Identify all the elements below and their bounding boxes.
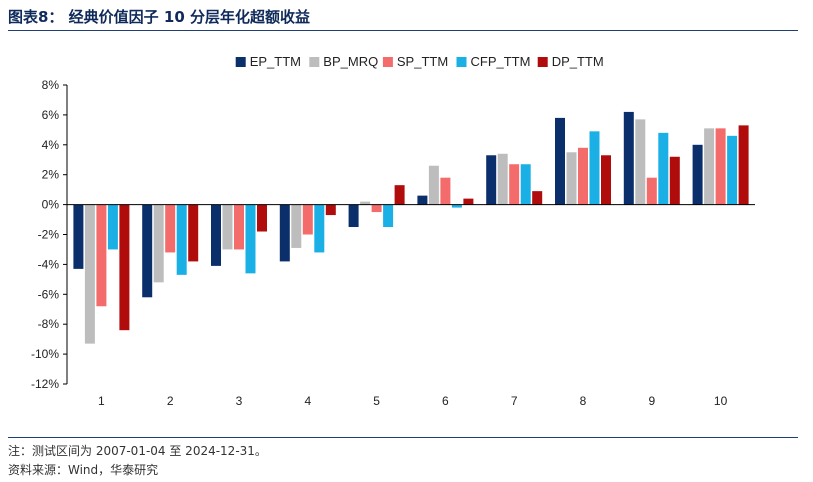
bar-cfp-ttm-6 <box>451 204 462 208</box>
bar-sp-ttm-9 <box>646 177 657 205</box>
legend-item-ep-ttm: EP_TTM <box>235 54 301 69</box>
bar-ep-ttm-2 <box>142 204 153 298</box>
bar-bp-mrq-9 <box>635 119 646 205</box>
bar-cfp-ttm-2 <box>176 204 187 275</box>
bar-dp-ttm-2 <box>188 204 199 262</box>
bar-sp-ttm-1 <box>96 204 107 307</box>
legend-item-dp-ttm: DP_TTM <box>537 54 604 69</box>
bar-cfp-ttm-4 <box>314 204 325 253</box>
y-tick-label: -10% <box>31 347 59 361</box>
bar-sp-ttm-5 <box>371 204 382 213</box>
bar-sp-ttm-8 <box>578 147 588 205</box>
x-tick-label: 1 <box>98 394 105 408</box>
bar-dp-ttm-7 <box>532 191 543 205</box>
bar-dp-ttm-10 <box>738 125 749 205</box>
bar-dp-ttm-9 <box>669 156 680 205</box>
y-tick-label: 4% <box>42 138 60 152</box>
bar-ep-ttm-8 <box>555 117 565 205</box>
bar-sp-ttm-4 <box>302 204 313 235</box>
source-note: 资料来源：Wind，华泰研究 <box>8 463 159 477</box>
bar-cfp-ttm-3 <box>245 204 256 274</box>
x-tick-label: 6 <box>442 394 449 408</box>
y-tick-label: 2% <box>42 168 60 182</box>
bar-dp-ttm-4 <box>325 204 336 216</box>
bar-sp-ttm-10 <box>715 128 726 205</box>
legend-swatch <box>382 57 393 67</box>
legend-label: CFP_TTM <box>471 54 531 69</box>
bar-ep-ttm-5 <box>348 204 359 228</box>
y-tick-label: -2% <box>38 228 60 242</box>
bar-ep-ttm-9 <box>623 111 634 205</box>
bar-cfp-ttm-7 <box>520 164 531 205</box>
x-tick-label: 5 <box>373 394 380 408</box>
x-tick-label: 2 <box>167 394 174 408</box>
top-divider <box>8 30 798 31</box>
chart-title: 图表8： 经典价值因子 10 分层年化超额收益 <box>8 8 310 26</box>
y-tick-label: -4% <box>38 257 60 271</box>
y-tick-label: 8% <box>42 78 60 92</box>
bar-cfp-ttm-1 <box>107 204 118 250</box>
legend-swatch <box>537 57 548 67</box>
legend-swatch <box>456 57 467 67</box>
y-tick-label: -12% <box>31 377 59 391</box>
bar-sp-ttm-7 <box>509 164 520 205</box>
x-tick-label: 8 <box>580 394 587 408</box>
bar-bp-mrq-10 <box>704 128 715 205</box>
x-tick-label: 9 <box>648 394 655 408</box>
bar-bp-mrq-7 <box>497 153 508 205</box>
bar-bp-mrq-5 <box>360 201 371 205</box>
bar-ep-ttm-7 <box>486 155 497 205</box>
chart-bars <box>73 111 749 344</box>
legend-swatch <box>235 57 246 67</box>
y-tick-label: 0% <box>42 198 60 212</box>
legend-item-sp-ttm: SP_TTM <box>382 54 448 69</box>
legend-label: SP_TTM <box>397 54 448 69</box>
bar-bp-mrq-6 <box>428 165 439 205</box>
bar-dp-ttm-3 <box>257 204 267 232</box>
bar-ep-ttm-6 <box>417 195 428 205</box>
bottom-divider <box>8 437 798 438</box>
x-tick-label: 7 <box>511 394 518 408</box>
y-tick-label: 6% <box>42 108 60 122</box>
bar-sp-ttm-6 <box>440 177 451 205</box>
x-tick-label: 4 <box>304 394 311 408</box>
x-tick-label: 3 <box>236 394 243 408</box>
bar-sp-ttm-2 <box>165 204 176 253</box>
x-tick-label: 10 <box>714 394 728 408</box>
bar-cfp-ttm-5 <box>383 204 394 228</box>
bar-bp-mrq-4 <box>291 204 302 248</box>
bar-chart: EP_TTM BP_MRQ SP_TTM CFP_TTM DP_TTM 8% 6% 4% 2%… <box>31 54 755 408</box>
bar-ep-ttm-3 <box>211 204 221 266</box>
bar-cfp-ttm-9 <box>658 132 669 205</box>
legend-item-bp-mrq: BP_MRQ <box>309 54 378 69</box>
bar-ep-ttm-10 <box>692 144 703 205</box>
chart-legend: EP_TTM BP_MRQ SP_TTM CFP_TTM DP_TTM <box>235 54 604 69</box>
bar-sp-ttm-3 <box>234 204 244 250</box>
bar-bp-mrq-2 <box>153 204 164 283</box>
legend-label: BP_MRQ <box>323 54 378 69</box>
bar-bp-mrq-3 <box>222 204 233 250</box>
bar-dp-ttm-5 <box>394 185 405 205</box>
bar-ep-ttm-4 <box>279 204 290 262</box>
legend-swatch <box>309 57 320 67</box>
chart-axes: 8% 6% 4% 2% 0% -2% -4% -6% -8% -10% -12% 1 2 3 4 5 6 7 8 9 1… <box>31 78 755 408</box>
bar-bp-mrq-1 <box>84 204 95 344</box>
y-tick-label: -8% <box>38 317 60 331</box>
bar-dp-ttm-6 <box>463 198 474 205</box>
bar-cfp-ttm-10 <box>727 135 738 205</box>
bar-ep-ttm-1 <box>73 204 84 269</box>
legend-item-cfp-ttm: CFP_TTM <box>456 54 531 69</box>
bar-bp-mrq-8 <box>566 152 577 205</box>
footnote: 注：测试区间为 2007-01-04 至 2024-12-31。 <box>8 444 267 458</box>
bar-cfp-ttm-8 <box>589 131 600 205</box>
legend-label: DP_TTM <box>552 54 604 69</box>
bar-dp-ttm-8 <box>601 155 611 205</box>
y-tick-label: -6% <box>38 287 60 301</box>
legend-label: EP_TTM <box>250 54 301 69</box>
bar-dp-ttm-1 <box>119 204 130 331</box>
